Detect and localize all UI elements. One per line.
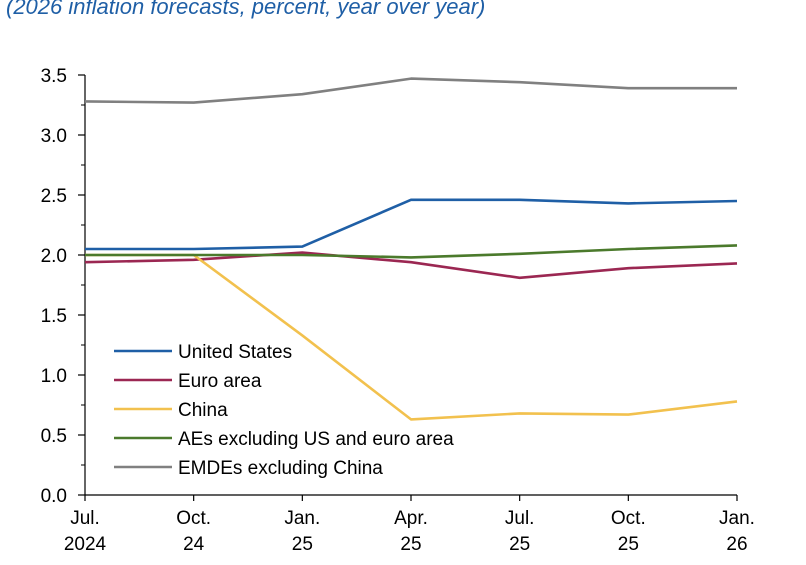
x-tick-label-month: Oct. <box>176 508 211 529</box>
x-tick-label-year: 25 <box>509 534 530 555</box>
y-tick-label: 3.5 <box>41 66 67 87</box>
x-tick-label-year: 24 <box>183 534 205 555</box>
y-tick-label: 1.0 <box>41 366 67 387</box>
chart-subtitle: (2026 inflation forecasts, percent, year… <box>6 0 486 19</box>
x-tick-label-year: 25 <box>400 534 421 555</box>
legend-label-china: China <box>178 400 228 421</box>
x-tick-label-year: 2024 <box>64 534 107 555</box>
series-line-united-states <box>85 198 738 251</box>
x-tick-label-month: Jul. <box>505 508 535 529</box>
x-tick-label-month: Jan. <box>719 508 755 529</box>
x-axis: Jul. 2024 Oct. 24 Jan. 25 Apr. 25 Jul. 25 Oct. 25 Ja… <box>64 494 755 555</box>
y-tick-label: 3.0 <box>41 126 67 147</box>
x-tick-label-month: Oct. <box>611 508 646 529</box>
y-tick-label: 1.5 <box>41 306 67 327</box>
series-lines <box>84 77 738 421</box>
y-tick-label: 2.0 <box>41 246 67 267</box>
legend-label-aes-excluding-us-and-euro-area: AEs excluding US and euro area <box>178 429 454 450</box>
legend-label-emdes-excluding-china: EMDEs excluding China <box>178 458 383 479</box>
legend-label-united-states: United States <box>178 342 292 363</box>
x-tick-label-year: 26 <box>726 534 747 555</box>
series-line-euro-area <box>84 251 738 280</box>
x-tick-label-year: 25 <box>618 534 639 555</box>
y-tick-label: 0.5 <box>41 426 67 447</box>
series-line-emdes-excluding-china <box>84 77 737 104</box>
x-tick-label-month: Jul. <box>70 508 100 529</box>
y-tick-label: 0.0 <box>41 486 67 507</box>
series-line-aes-excluding-us-and-euro-area <box>85 244 738 259</box>
y-axis: 0.0 0.5 1.0 1.5 2.0 2.5 3.0 3.5 <box>41 66 86 507</box>
legend: United States Euro area China AEs excluding… <box>114 342 454 479</box>
series-line-china <box>85 253 738 421</box>
x-tick-label-year: 25 <box>292 534 313 555</box>
x-tick-label-month: Jan. <box>284 508 320 529</box>
legend-label-euro-area: Euro area <box>178 371 262 392</box>
y-tick-label: 2.5 <box>41 186 67 207</box>
x-tick-label-month: Apr. <box>394 508 428 529</box>
